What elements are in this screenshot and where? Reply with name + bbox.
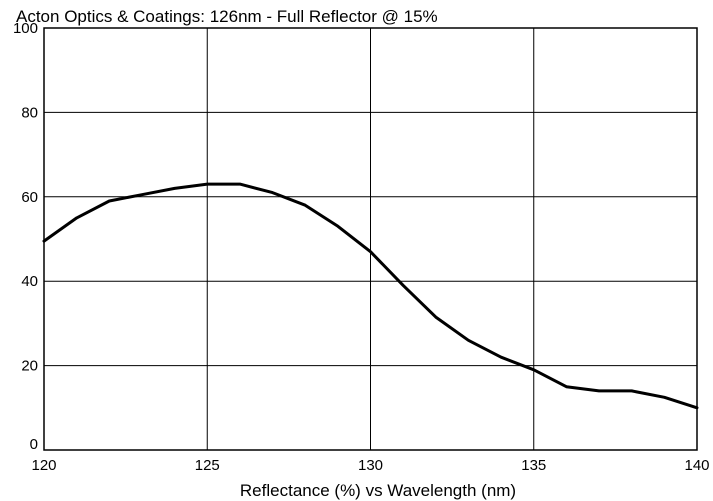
y-tick-label: 40: [21, 273, 38, 290]
y-tick-label: 80: [21, 104, 38, 121]
y-tick-label: 60: [21, 189, 38, 206]
y-axis-ticks: 0 20 40 60 80 100: [13, 20, 38, 453]
series-layer: [42, 182, 699, 410]
reflectance-line: [42, 182, 699, 410]
plot-frame: [43, 27, 698, 451]
x-tick-label: 120: [31, 457, 56, 474]
x-tick-label: 130: [358, 457, 383, 474]
x-tick-label: 135: [521, 457, 546, 474]
y-tick-label: 0: [30, 436, 38, 453]
x-tick-label: 140: [684, 457, 709, 474]
x-axis-ticks: 120 125 130 135 140: [31, 457, 709, 474]
grid-lines: [43, 27, 698, 451]
y-tick-label: 100: [13, 20, 38, 37]
y-tick-label: 20: [21, 358, 38, 375]
x-tick-label: 125: [195, 457, 220, 474]
chart-title: Acton Optics & Coatings: 126nm - Full Re…: [16, 7, 438, 26]
x-axis-label: Reflectance (%) vs Wavelength (nm): [240, 481, 516, 500]
